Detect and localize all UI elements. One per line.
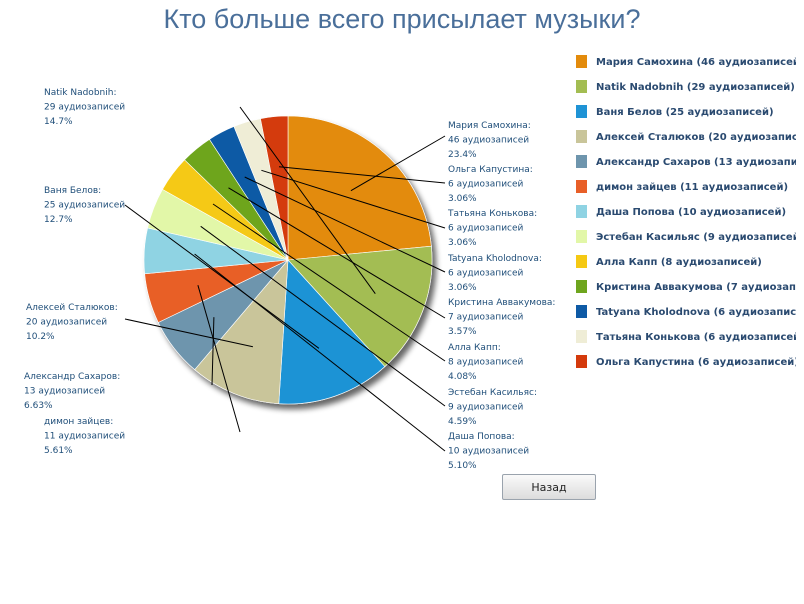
slice-label-8: Эстебан Касильяс: 9 аудиозаписей 4.59%: [448, 388, 537, 427]
legend-swatch-11: [576, 305, 587, 318]
leader-line-3: [124, 204, 320, 349]
legend-item-11: Tatyana Kholodnova (6 аудиозаписей): [596, 307, 804, 318]
legend-swatch-4: [576, 130, 587, 143]
legend-swatch-13: [576, 355, 587, 368]
leader-line-7: [194, 253, 446, 452]
legend-item-8: Эстебан Касильяс (9 аудиозаписей): [596, 231, 804, 243]
leader-line-5: [211, 317, 215, 386]
pie-slice-13[interactable]: [260, 115, 289, 261]
back-button[interactable]: Назад: [502, 474, 596, 500]
slice-label-11: Tatyana Kholodnova: 6 аудиозаписей 3.06%: [447, 254, 542, 293]
slice-label-2: Natik Nadobnih: 29 аудиозаписей 14.7%: [44, 88, 125, 127]
legend-swatch-9: [576, 255, 587, 268]
slice-label-13: Ольга Капустина: 6 аудиозаписей 3.06%: [448, 165, 533, 204]
leader-line-8: [200, 225, 446, 407]
leader-line-13: [278, 166, 446, 184]
legend-swatch-6: [576, 180, 587, 193]
legend-swatch-2: [576, 80, 587, 93]
slice-label-12: Татьяна Конькова: 6 аудиозаписей 3.06%: [447, 209, 537, 248]
pie-slice-1[interactable]: [287, 115, 432, 261]
slice-label-9: Алла Капп: 8 аудиозаписей 4.08%: [448, 343, 524, 382]
leader-line-12: [261, 169, 446, 229]
legend-item-6: димон зайцев (11 аудиозаписей): [596, 182, 788, 193]
leader-line-4: [124, 318, 254, 348]
legend-swatch-7: [576, 205, 587, 218]
legend-swatch-1: [576, 55, 587, 68]
legend-item-1: Мария Самохина (46 аудиозаписей): [596, 57, 804, 68]
legend-item-10: Кристина Аввакумова (7 аудиозаписей): [596, 282, 804, 293]
pie-slice-4[interactable]: [194, 259, 289, 405]
legend-item-13: Ольга Капустина (6 аудиозаписей): [596, 357, 799, 368]
leader-line-11: [244, 176, 446, 273]
chart-title: Кто больше всего присылает музыки?: [163, 4, 641, 34]
legend-item-12: Татьяна Конькова (6 аудиозаписей): [596, 332, 804, 343]
slice-labels: Мария Самохина: 46 аудиозаписей 23.4% Natik…: [24, 88, 555, 471]
legend: Мария Самохина (46 аудиозаписей) Natik Na…: [576, 55, 804, 368]
slice-label-4: Алексей Сталюков: 20 аудиозаписей 10.2%: [26, 303, 118, 342]
pie-slices: [143, 115, 433, 405]
leader-line-10: [228, 187, 446, 319]
slice-label-1: Мария Самохина: 46 аудиозаписей 23.4%: [448, 121, 531, 160]
legend-item-5: Александр Сахаров (13 аудиозаписей): [596, 157, 804, 168]
legend-item-2: Natik Nadobnih (29 аудиозаписей): [596, 82, 795, 93]
leader-line-6: [197, 285, 241, 433]
leader-line-1: [350, 135, 446, 192]
legend-item-7: Даша Попова (10 аудиозаписей): [596, 207, 786, 218]
slice-label-3: Ваня Белов: 25 аудиозаписей 12.7%: [44, 186, 125, 225]
slice-label-6: димон зайцев: 11 аудиозаписей 5.61%: [44, 417, 125, 456]
slice-label-5: Александр Сахаров: 13 аудиозаписей 6.63%: [24, 372, 120, 411]
pie-slice-2[interactable]: [287, 245, 433, 368]
leader-line-9: [212, 203, 446, 362]
leader-lines: [124, 106, 446, 452]
legend-item-3: Ваня Белов (25 аудиозаписей): [596, 107, 774, 118]
legend-item-4: Алексей Сталюков (20 аудиозаписей): [596, 132, 804, 143]
legend-swatch-10: [576, 280, 587, 293]
legend-swatch-5: [576, 155, 587, 168]
legend-swatch-8: [576, 230, 587, 243]
slice-label-10: Кристина Аввакумова: 7 аудиозаписей 3.57%: [448, 298, 555, 337]
pie-slice-3[interactable]: [278, 259, 386, 405]
legend-swatch-12: [576, 330, 587, 343]
legend-item-9: Алла Капп (8 аудиозаписей): [596, 257, 762, 268]
legend-swatch-3: [576, 105, 587, 118]
slice-label-7: Даша Попова: 10 аудиозаписей 5.10%: [448, 432, 529, 471]
